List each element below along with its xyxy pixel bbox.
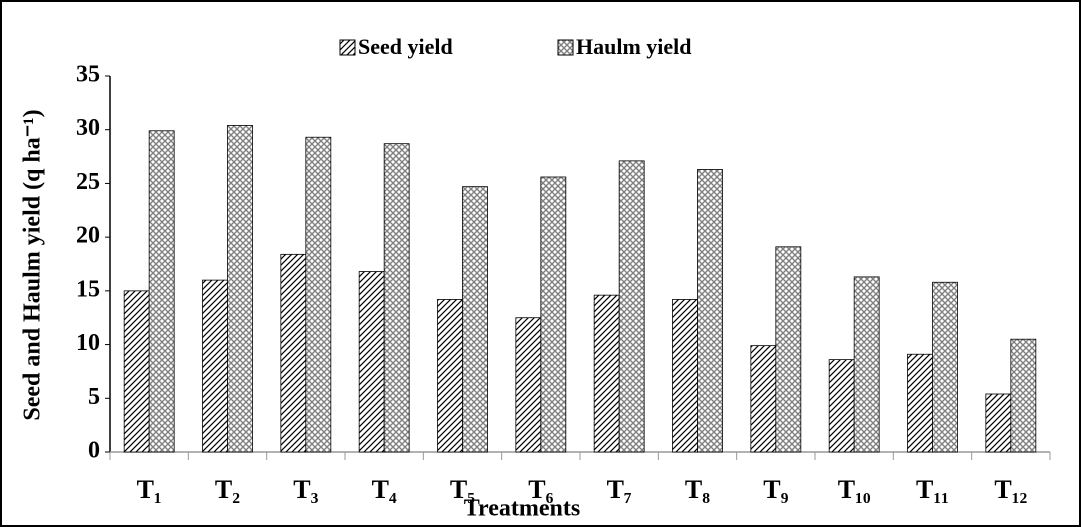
bar — [227, 125, 253, 453]
bar — [540, 176, 567, 453]
bar — [618, 160, 645, 453]
x-tick-label: T₆ — [528, 475, 553, 504]
y-tick-label: 5 — [88, 384, 100, 410]
bar — [672, 299, 698, 453]
bar — [750, 345, 777, 453]
bar — [515, 317, 542, 453]
legend-label: Haulm yield — [576, 34, 692, 59]
y-tick-label: 35 — [76, 62, 100, 88]
x-tick-label: T₁ — [137, 475, 162, 504]
bar — [123, 290, 150, 453]
x-tick-label: T₉ — [763, 475, 788, 504]
x-tick-label: T₁₀ — [838, 475, 871, 504]
bar — [853, 276, 880, 453]
bar — [202, 279, 228, 453]
bar — [148, 130, 175, 453]
x-tick-label: T₅ — [450, 475, 475, 504]
legend-label: Seed yield — [358, 34, 453, 59]
x-tick-label: T₇ — [607, 475, 632, 504]
bar — [358, 271, 385, 453]
x-axis-label: Treatments — [464, 496, 580, 522]
bar — [593, 294, 620, 453]
bar — [985, 393, 1012, 453]
bar — [907, 353, 933, 453]
bar — [280, 253, 307, 453]
y-tick-label: 20 — [76, 223, 100, 249]
y-tick-label: 15 — [76, 276, 100, 302]
bar — [305, 136, 332, 453]
x-tick-label: T₃ — [293, 475, 318, 504]
x-tick-label: T₁₁ — [916, 475, 949, 504]
y-tick-label: 0 — [88, 438, 100, 464]
x-tick-label: T₁₂ — [994, 475, 1027, 504]
y-tick-label: 25 — [76, 169, 100, 195]
bar — [462, 186, 488, 453]
bar — [1010, 338, 1037, 453]
bar — [828, 359, 855, 453]
x-tick-label: T₄ — [372, 475, 397, 504]
y-tick-label: 30 — [76, 115, 100, 141]
bar — [775, 246, 802, 453]
y-axis-label: Seed and Haulm yield (q ha⁻¹) — [20, 109, 46, 420]
bar — [383, 143, 410, 453]
x-tick-label: T₂ — [215, 475, 240, 504]
bar — [932, 281, 958, 453]
bar — [437, 299, 463, 453]
x-tick-label: T₈ — [685, 475, 710, 504]
legend-swatch — [557, 39, 574, 56]
y-tick-label: 10 — [76, 330, 100, 356]
bar — [697, 169, 723, 453]
legend-swatch — [339, 39, 356, 56]
